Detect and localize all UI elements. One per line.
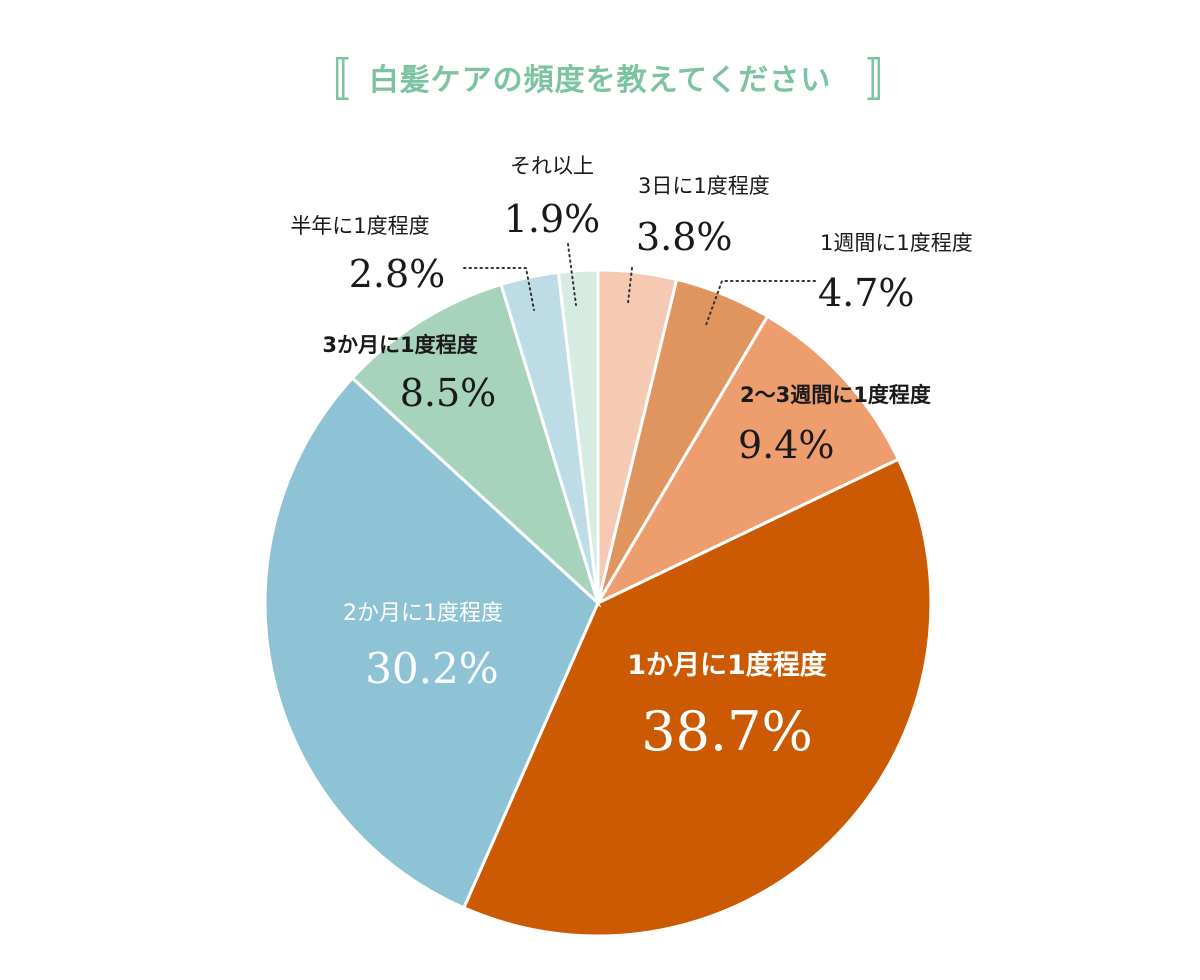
pie-slice-8: [556, 268, 600, 604]
chart-title: 〚 白髪ケアの頻度を教えてください 〛: [0, 52, 1200, 112]
slice-label-7: 半年に1度程度: [290, 214, 429, 238]
slice-value-6: 8.5%: [400, 371, 497, 415]
leader-line-4: [567, 243, 577, 306]
slice-label-6: 3か月に1度程度: [322, 333, 477, 357]
slice-label-5: 2か月に1度程度: [343, 601, 503, 626]
pie-slice-3: [594, 314, 901, 607]
slice-value-3: 9.4%: [738, 423, 835, 467]
slice-value-2: 4.7%: [818, 271, 915, 315]
slice-value-4: 38.7%: [641, 700, 813, 763]
pie-slices: [263, 268, 933, 938]
slice-value-5: 30.2%: [365, 644, 498, 693]
slice-label-4: 1か月に1度程度: [627, 649, 827, 681]
slice-labels: 3日に1度程度 3.8% 1週間に1度程度 4.7% 2〜3週間に1度程度 9.4% 1か月…: [290, 154, 972, 763]
leader-line-2: [705, 280, 816, 326]
slice-label-8: それ以上: [510, 154, 594, 178]
chart-title-text: 白髪ケアの頻度を教えてください: [368, 63, 832, 98]
pie-slice-6: [350, 282, 602, 608]
leader-lines: [463, 243, 816, 326]
pie-slice-5: [263, 375, 600, 910]
slice-label-3: 2〜3週間に1度程度: [740, 383, 931, 407]
slice-value-1: 3.8%: [636, 215, 733, 259]
slice-label-1: 3日に1度程度: [638, 174, 770, 198]
slice-value-8: 1.9%: [504, 197, 601, 241]
title-bracket-right: 〛: [866, 53, 912, 107]
leader-line-3: [463, 267, 535, 311]
title-bracket-left: 〚: [304, 53, 350, 107]
pie-slice-4: [461, 457, 933, 938]
slice-value-7: 2.8%: [349, 252, 446, 296]
leader-line-1: [627, 267, 633, 304]
slice-label-2: 1週間に1度程度: [820, 231, 973, 255]
